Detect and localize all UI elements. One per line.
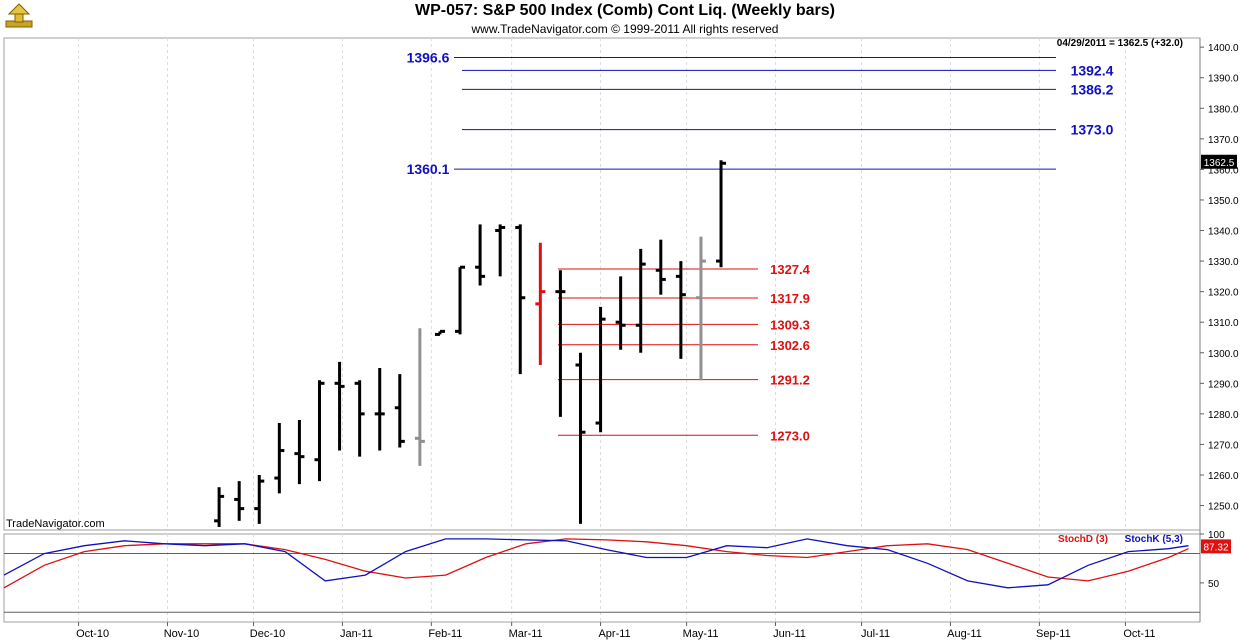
y-tick-label: 1370.0: [1208, 135, 1239, 146]
ohlc-bar: [334, 361, 345, 451]
x-tick-label: Oct-10: [76, 628, 109, 640]
ohlc-bar: [254, 474, 265, 524]
watermark-label: TradeNavigator.com: [6, 518, 105, 530]
support-level-label: 1309.3: [770, 317, 810, 332]
y-tick-label: 1310.0: [1208, 318, 1239, 329]
ohlc-bar: [555, 270, 566, 417]
ohlc-bar: [515, 224, 526, 375]
ohlc-bar: [294, 419, 305, 485]
stochastic-value-label: 87.32: [1203, 542, 1228, 553]
resistance-level-label: 1392.4: [1071, 62, 1114, 78]
price-panel-frame: [3, 37, 1201, 531]
chart-subtitle: www.TradeNavigator.com © 1999-2011 All r…: [471, 22, 779, 36]
y-tick-label: 1350.0: [1208, 196, 1239, 207]
y-tick-label: 1290.0: [1208, 379, 1239, 390]
stochastic-series-line: [3, 538, 1189, 589]
current-price-box: [1201, 154, 1237, 169]
ohlc-bar: [495, 224, 506, 277]
y-tick-label: 1320.0: [1208, 288, 1239, 299]
x-tick-label: Jul-11: [861, 628, 890, 640]
last-quote-label: 04/29/2011 = 1362.5 (+32.0): [1057, 38, 1183, 49]
support-level-label: 1291.2: [770, 373, 810, 388]
y-tick-label: 1400.0: [1208, 43, 1239, 54]
x-tick-label: Oct-11: [1123, 628, 1155, 640]
ohlc-bar: [635, 248, 646, 353]
ohlc-bar: [675, 261, 686, 359]
y-tick-label: 1330.0: [1208, 257, 1239, 268]
x-tick-label: Dec-10: [250, 628, 285, 640]
ohlc-bar: [716, 160, 727, 268]
resistance-level-label: 1386.2: [1071, 81, 1114, 97]
ohlc-bar: [695, 236, 706, 381]
x-tick-label: Mar-11: [509, 628, 543, 640]
stochastic-series-line: [3, 538, 1189, 589]
chart-title: WP-057: S&P 500 Index (Comb) Cont Liq. (…: [415, 2, 835, 19]
ohlc-bar: [314, 380, 325, 482]
support-level-label: 1302.6: [770, 338, 810, 353]
x-tick-label: Nov-10: [164, 628, 199, 640]
x-tick-label: Jun-11: [773, 628, 806, 640]
x-tick-label: Sep-11: [1036, 628, 1071, 640]
y-tick-label: 1340.0: [1208, 227, 1239, 238]
ohlc-bar: [434, 329, 445, 336]
y-tick-label: 1360.0: [1208, 165, 1239, 176]
ohlc-bar: [575, 352, 586, 524]
y-tick-label: 1300.0: [1208, 349, 1239, 360]
y-tick-label: 1250.0: [1208, 502, 1239, 513]
ohlc-bar: [455, 265, 466, 335]
y-tick-label: 1260.0: [1208, 471, 1239, 482]
ohlc-bar: [214, 487, 225, 527]
stochastic-y-tick-label: 50: [1208, 579, 1220, 590]
trade-navigator-logo: [4, 2, 34, 32]
ohlc-bar: [655, 239, 666, 295]
support-level-label: 1317.9: [770, 291, 810, 306]
y-tick-label: 1390.0: [1208, 74, 1239, 85]
ohlc-bar: [414, 328, 425, 466]
ohlc-bar: [394, 374, 405, 448]
stochastic-legend-label: StochK (5,3): [1125, 534, 1183, 545]
ohlc-bar: [354, 380, 365, 457]
ohlc-bar: [475, 224, 486, 286]
resistance-level-label: 1396.6: [407, 50, 450, 66]
ohlc-bar: [535, 242, 546, 365]
stochastic-legend-label: StochD (3): [1058, 534, 1108, 545]
x-tick-label: Feb-11: [428, 628, 462, 640]
stochastic-panel-frame: [3, 533, 1201, 623]
ohlc-bar: [234, 481, 245, 521]
ohlc-bar: [595, 306, 606, 433]
x-tick-label: Apr-11: [598, 628, 630, 640]
ohlc-bar: [274, 423, 285, 494]
y-tick-label: 1280.0: [1208, 410, 1239, 421]
x-tick-label: Jan-11: [340, 628, 373, 640]
x-tick-label: Aug-11: [947, 628, 982, 640]
support-level-label: 1327.4: [770, 262, 811, 277]
ohlc-bar: [615, 276, 626, 350]
stochastic-y-tick-label: 100: [1208, 530, 1225, 541]
resistance-level-label: 1373.0: [1071, 122, 1114, 138]
resistance-level-label: 1360.1: [407, 161, 450, 177]
support-level-label: 1273.0: [770, 428, 810, 443]
y-tick-label: 1270.0: [1208, 440, 1239, 451]
x-tick-label: May-11: [683, 628, 719, 640]
y-tick-label: 1380.0: [1208, 104, 1239, 115]
ohlc-bar: [374, 368, 385, 451]
stochastic-value-box: [1201, 539, 1231, 554]
current-price-label: 1362.5: [1204, 158, 1235, 169]
